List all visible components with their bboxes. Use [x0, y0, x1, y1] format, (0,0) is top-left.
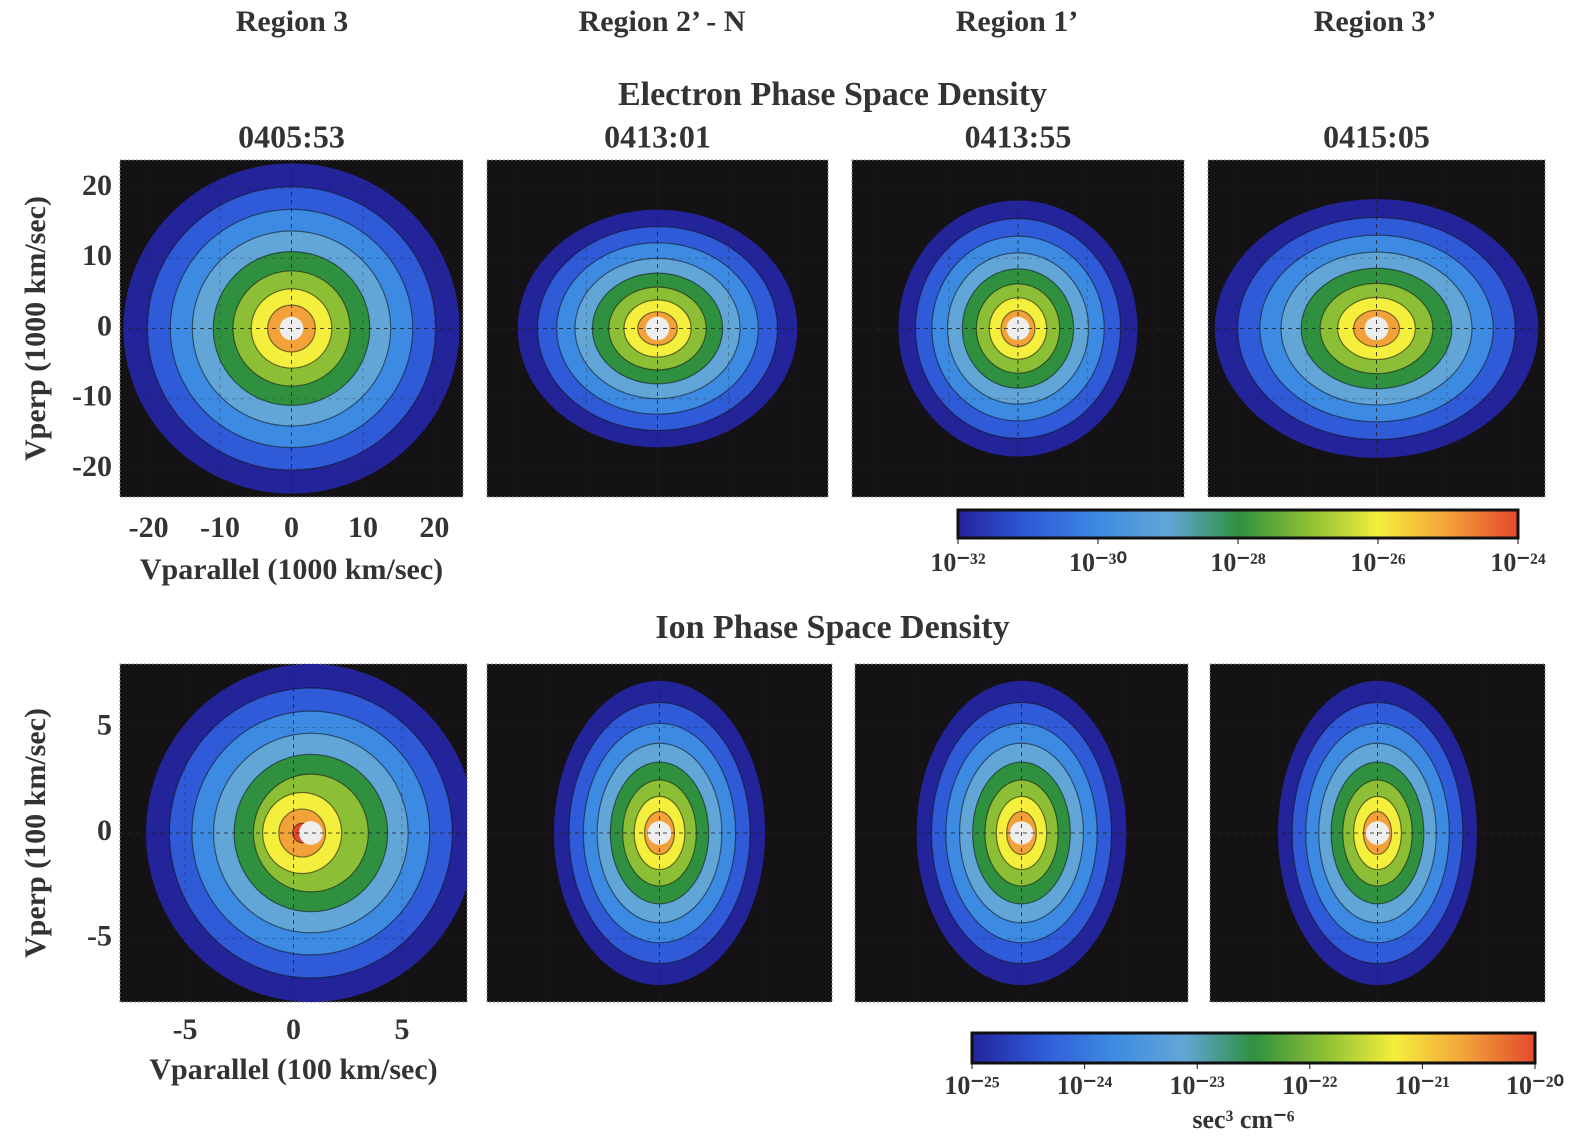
x-tick-label: -10	[200, 511, 240, 544]
column-header: Region 3	[236, 5, 349, 38]
panel	[487, 664, 832, 1002]
colorbar	[970, 1031, 1537, 1065]
colorbar-tick-label: 10⁻²⁵	[944, 1071, 1000, 1100]
panel	[487, 160, 828, 497]
panel	[1210, 664, 1545, 1002]
x-tick-label: 0	[284, 511, 299, 544]
colorbar-label: sec³ cm⁻⁶	[1192, 1105, 1294, 1134]
colorbar-tick-label: 10⁻³²	[930, 548, 986, 577]
column-header: Region 2’ - N	[579, 5, 746, 38]
x-axis-label: Vparallel (100 km/sec)	[149, 1053, 437, 1086]
column-header: Region 1’	[956, 5, 1079, 38]
x-tick-label: -5	[173, 1013, 198, 1046]
colorbar-tick-label: 10⁻²¹	[1395, 1071, 1450, 1100]
y-tick-label: 0	[97, 309, 112, 342]
y-tick-label: 10	[82, 239, 112, 272]
center-hole	[299, 821, 323, 845]
colorbar-tick-label: 10⁻²³	[1170, 1071, 1226, 1100]
colorbar	[956, 508, 1520, 540]
panel-title: 0405:53	[238, 118, 345, 154]
panel-title: 0415:05	[1323, 118, 1430, 154]
panel	[120, 664, 467, 1002]
panel	[1208, 160, 1545, 497]
x-tick-label: 10	[348, 511, 378, 544]
y-axis-label: Vperp (100 km/sec)	[19, 708, 52, 958]
x-tick-label: -20	[129, 511, 169, 544]
colorbar-tick-label: 10⁻²⁴	[1057, 1071, 1113, 1100]
y-tick-label: 5	[97, 708, 112, 741]
x-axis-label: Vparallel (1000 km/sec)	[140, 553, 443, 586]
colorbar-tick-label: 10⁻²⁸	[1210, 548, 1266, 577]
colorbar-tick-label: 10⁻²²	[1282, 1071, 1338, 1100]
y-tick-label: -5	[87, 920, 112, 953]
y-tick-label: 20	[82, 169, 112, 202]
colorbar-tick-label: 10⁻²⁶	[1350, 548, 1406, 577]
colorbar-tick-label: 10⁻³⁰	[1069, 548, 1127, 577]
y-tick-label: -20	[72, 450, 112, 483]
y-tick-label: 0	[97, 814, 112, 847]
x-tick-label: 20	[419, 511, 449, 544]
x-tick-label: 0	[286, 1013, 301, 1046]
x-tick-label: 5	[394, 1013, 409, 1046]
colorbar-tick-label: 10⁻²⁰	[1506, 1071, 1564, 1100]
colorbar-tick-label: 10⁻²⁴	[1490, 548, 1546, 577]
chart-title: Ion Phase Space Density	[655, 609, 1009, 646]
y-tick-label: -10	[72, 380, 112, 413]
panel	[852, 160, 1184, 497]
column-header: Region 3’	[1314, 5, 1437, 38]
panel	[120, 160, 463, 497]
panel-title: 0413:01	[604, 118, 711, 154]
panel	[855, 664, 1188, 1002]
y-axis-label: Vperp (1000 km/sec)	[19, 196, 52, 461]
chart-title: Electron Phase Space Density	[618, 76, 1047, 113]
panel-title: 0413:55	[965, 118, 1072, 154]
